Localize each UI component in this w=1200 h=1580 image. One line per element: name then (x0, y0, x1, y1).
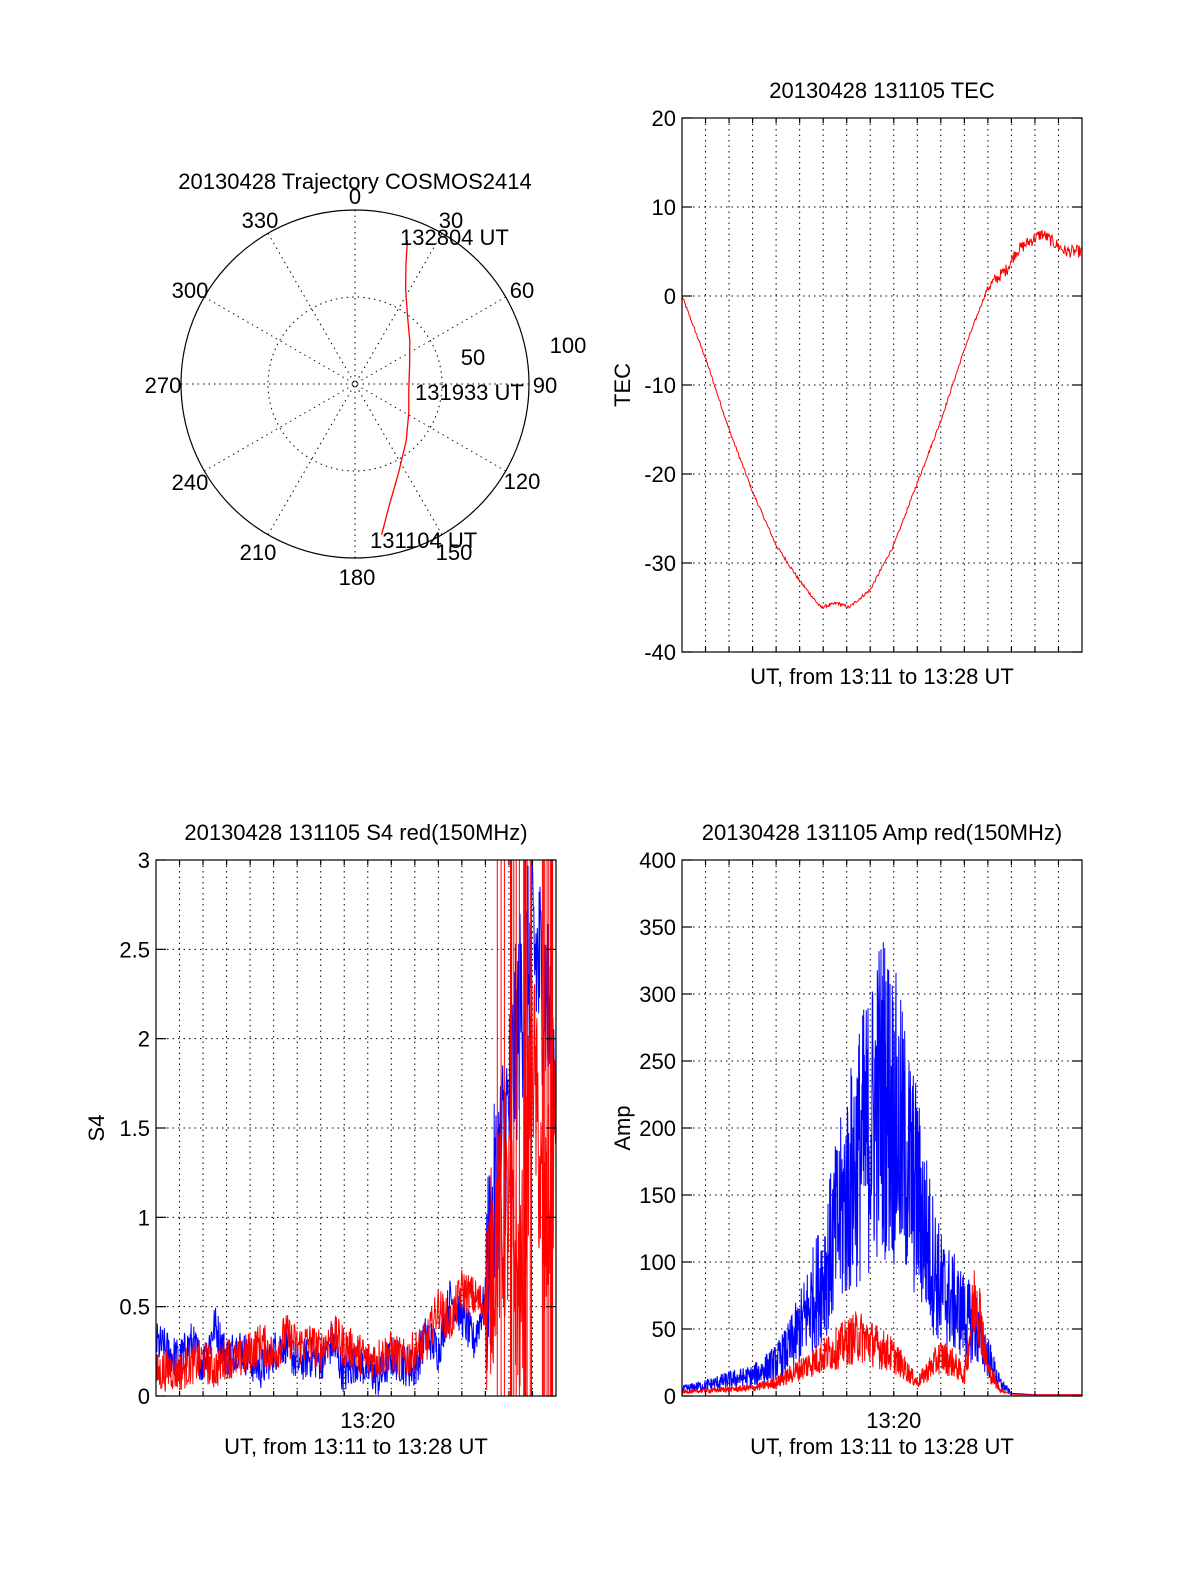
panel-y-label: S4 (84, 1115, 109, 1142)
polar-angle-label: 240 (172, 470, 209, 495)
panel-x-label: UT, from 13:11 to 13:28 UT (224, 1434, 488, 1459)
polar-angle-label: 90 (533, 373, 557, 398)
series-line-1 (155, 960, 557, 1392)
panel-y-tick-label: 100 (639, 1250, 676, 1275)
panel-3: 20130428 131105 Amp red(150MHz) 0 50 100 150… (610, 820, 1083, 1459)
panel-y-label: Amp (610, 1105, 635, 1150)
panel-y-tick-label: 300 (639, 982, 676, 1007)
series-line-1 (681, 1270, 1082, 1396)
series-line-0 (681, 942, 1082, 1396)
polar-radial-label: 100 (550, 333, 587, 358)
panel-x-tick-label: 13:20 (866, 1408, 921, 1433)
polar-angle-label: 30 (439, 208, 463, 233)
panel-y-tick-label: 1.5 (119, 1116, 150, 1141)
polar-angle-label: 120 (504, 469, 541, 494)
polar-radial-label: 50 (461, 345, 485, 370)
polar-angle-label: 330 (242, 208, 279, 233)
series-line-0 (155, 859, 557, 1396)
polar-angle-label: 270 (145, 373, 182, 398)
panel-y-tick-label: 200 (639, 1116, 676, 1141)
panel-1: 20130428 131105 TEC 20 10 0 -10 -20 -30 -40 UT, … (610, 78, 1083, 689)
panel-y-tick-label: 350 (639, 915, 676, 940)
panel-y-tick-label: 0 (138, 1384, 150, 1409)
panel-frame (681, 117, 1083, 653)
panel-title: 20130428 131105 TEC (769, 78, 995, 103)
panel-2: 20130428 131105 S4 red(150MHz) 0 0.5 1 1.5 2 2… (84, 820, 557, 1459)
panel-x-tick-label: 13:20 (340, 1408, 395, 1433)
polar-annotation: 131933 UT (415, 380, 524, 405)
panel-y-tick-label: 0 (664, 284, 676, 309)
panel-title: 20130428 131105 S4 red(150MHz) (184, 820, 527, 845)
panel-x-label: UT, from 13:11 to 13:28 UT (750, 1434, 1014, 1459)
series-line-0 (681, 229, 1083, 609)
panel-y-tick-label: 0.5 (119, 1295, 150, 1320)
panel-y-tick-label: 250 (639, 1049, 676, 1074)
panel-y-tick-label: 20 (652, 106, 676, 131)
panel-y-tick-label: 1 (138, 1205, 150, 1230)
polar-angle-label: 180 (339, 565, 376, 590)
panel-y-tick-label: 50 (652, 1317, 676, 1342)
polar-title: 20130428 Trajectory COSMOS2414 (178, 169, 531, 194)
panel-x-label: UT, from 13:11 to 13:28 UT (750, 664, 1014, 689)
panel-title: 20130428 131105 Amp red(150MHz) (702, 820, 1062, 845)
polar-angle-label: 210 (240, 540, 277, 565)
polar-grid-circle (267, 296, 443, 472)
panel-y-tick-label: -40 (644, 640, 676, 665)
polar-angle-label: 60 (510, 278, 534, 303)
panel-y-tick-label: 0 (664, 1384, 676, 1409)
polar-angle-label: 300 (172, 278, 209, 303)
panel-y-tick-label: 150 (639, 1183, 676, 1208)
panel-y-tick-label: 2.5 (119, 937, 150, 962)
polar-annotation: 131104 UT (370, 528, 477, 553)
polar-annotation: 132804 UT (400, 225, 509, 250)
panel-y-tick-label: -20 (644, 462, 676, 487)
polar-angle-label: 150 (436, 540, 473, 565)
panel-y-tick-label: -10 (644, 373, 676, 398)
panel-y-tick-label: -30 (644, 551, 676, 576)
panel-y-tick-label: 2 (138, 1027, 150, 1052)
panel-y-label: TEC (610, 363, 635, 407)
polar-angle-label: 0 (349, 184, 361, 209)
panel-y-tick-label: 3 (138, 848, 150, 873)
panel-y-tick-label: 400 (639, 848, 676, 873)
panel-y-tick-label: 10 (652, 195, 676, 220)
polar-trajectory-line (380, 240, 411, 535)
